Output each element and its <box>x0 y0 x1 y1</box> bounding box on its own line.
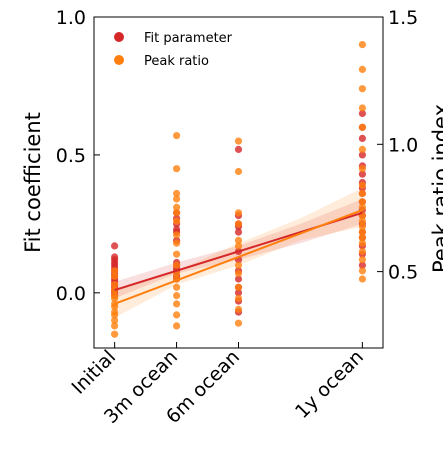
point-s0-43 <box>358 134 366 142</box>
point-s1-20 <box>173 231 181 239</box>
point-s0-41 <box>358 109 366 118</box>
point-s1-52 <box>358 198 366 206</box>
point-s1-41 <box>234 305 243 313</box>
point-s1-40 <box>234 294 243 302</box>
point-s1-11 <box>111 322 119 330</box>
point-s1-33 <box>234 209 243 217</box>
y2tick-label-1: 1.0 <box>388 134 418 156</box>
point-s1-18 <box>173 209 181 217</box>
point-s1-14 <box>173 165 181 173</box>
point-s1-34 <box>234 220 243 228</box>
point-s1-17 <box>173 203 181 211</box>
point-s1-49 <box>358 165 366 173</box>
xtick-label-3: 1y ocean <box>291 346 368 423</box>
point-s1-19 <box>173 217 181 225</box>
point-s1-7 <box>111 303 119 311</box>
legend-marker-1 <box>114 55 124 65</box>
point-s1-2 <box>111 281 119 289</box>
axis-ticks <box>94 16 383 348</box>
point-s0-44 <box>358 151 366 159</box>
point-s1-44 <box>358 65 366 73</box>
y2tick-label-0: 1.5 <box>388 7 418 29</box>
point-s1-58 <box>358 234 366 242</box>
point-s1-16 <box>173 195 181 203</box>
point-s0-28 <box>234 145 243 153</box>
scatter-points <box>111 41 366 338</box>
point-s1-30 <box>173 322 181 330</box>
point-s1-15 <box>173 189 181 198</box>
legend-label-0: Fit parameter <box>144 31 233 46</box>
point-s1-48 <box>358 145 366 153</box>
point-s1-57 <box>358 228 366 236</box>
y-axis-label: Fit coefficient <box>21 112 45 253</box>
point-s1-0 <box>111 267 119 275</box>
point-s1-10 <box>111 316 119 324</box>
point-s1-59 <box>358 239 366 247</box>
point-s1-12 <box>111 330 119 338</box>
ytick-label-2: 0.0 <box>56 283 86 305</box>
point-s1-1 <box>111 272 119 280</box>
point-s1-28 <box>173 300 181 308</box>
point-s1-61 <box>358 256 366 264</box>
point-s1-42 <box>234 319 243 327</box>
point-s0-58 <box>358 261 366 269</box>
point-s1-38 <box>234 269 243 278</box>
fit-lines <box>114 209 363 305</box>
point-s1-5 <box>111 294 119 302</box>
ytick-label-1: 0.5 <box>56 145 86 167</box>
point-s1-43 <box>358 41 366 49</box>
y2-axis-label: Peak ratio index <box>429 104 443 273</box>
point-s1-32 <box>234 167 243 176</box>
point-s1-46 <box>358 104 366 112</box>
fit-line-1 <box>114 209 363 305</box>
point-s1-39 <box>234 283 243 291</box>
point-s1-13 <box>173 132 181 140</box>
point-s1-27 <box>173 292 181 300</box>
point-s0-32 <box>234 228 243 236</box>
point-s1-45 <box>358 85 366 93</box>
point-s1-23 <box>173 261 181 269</box>
point-s1-9 <box>111 311 119 319</box>
point-s0-0 <box>111 242 119 250</box>
point-s1-29 <box>173 311 181 319</box>
legend-marker-0 <box>114 32 124 42</box>
point-s0-46 <box>358 170 366 178</box>
xtick-label-0: Initial <box>67 346 120 399</box>
point-s1-47 <box>358 123 366 131</box>
point-s1-55 <box>358 217 366 225</box>
ytick-label-0: 1.0 <box>56 7 86 29</box>
point-s1-31 <box>234 137 243 145</box>
point-s1-36 <box>234 242 243 250</box>
point-s0-38 <box>234 289 243 297</box>
point-s1-60 <box>358 247 366 256</box>
point-s0-36 <box>234 275 243 283</box>
point-s1-63 <box>358 275 366 283</box>
point-s1-53 <box>358 203 366 211</box>
point-s1-3 <box>111 286 119 294</box>
point-s1-56 <box>358 223 366 231</box>
point-s1-22 <box>173 250 181 258</box>
legend-label-1: Peak ratio <box>144 54 209 69</box>
y2tick-label-2: 0.5 <box>388 262 418 284</box>
legend: Fit parameter Peak ratio <box>114 31 233 69</box>
point-s1-51 <box>358 189 366 198</box>
point-s1-37 <box>234 261 243 269</box>
point-s1-26 <box>173 283 181 291</box>
point-s1-35 <box>234 236 243 244</box>
point-s1-50 <box>358 181 366 189</box>
point-s1-62 <box>358 267 366 275</box>
point-s1-21 <box>173 239 181 247</box>
